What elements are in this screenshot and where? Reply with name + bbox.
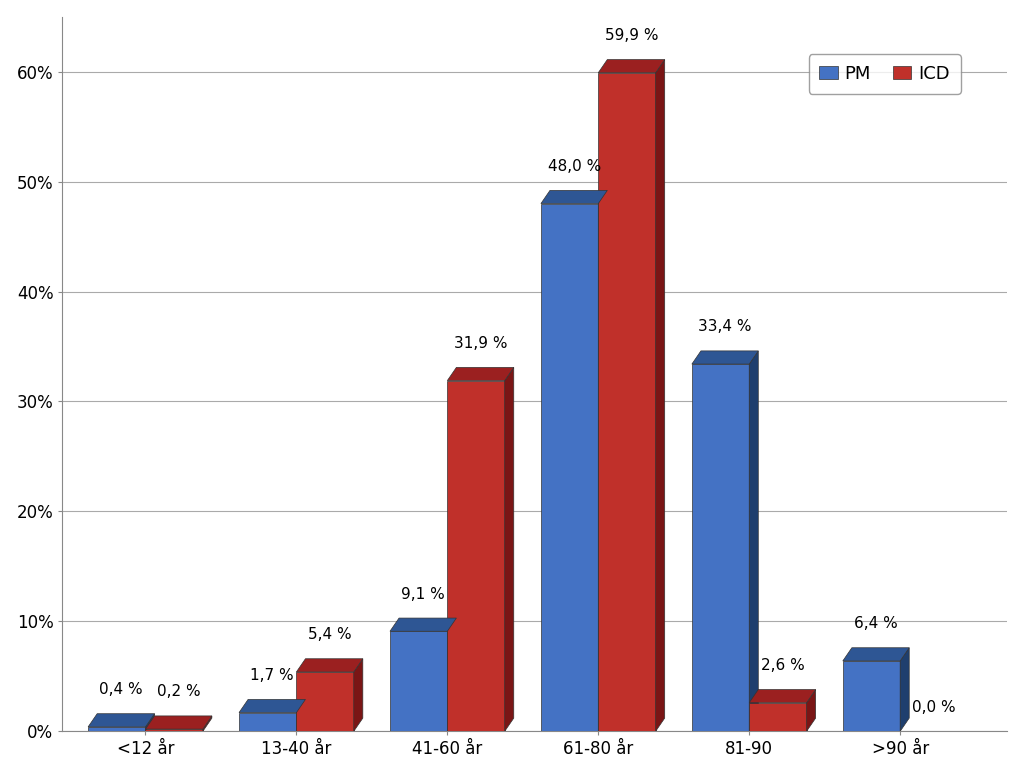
Text: 0,2 %: 0,2 % [157, 684, 201, 699]
Polygon shape [390, 618, 457, 632]
Bar [692, 364, 750, 732]
Text: 48,0 %: 48,0 % [548, 159, 601, 174]
Text: 0,4 %: 0,4 % [99, 682, 143, 698]
Polygon shape [807, 690, 816, 732]
Text: 33,4 %: 33,4 % [698, 319, 752, 334]
Bar [390, 632, 447, 732]
Polygon shape [145, 714, 155, 732]
Polygon shape [447, 618, 457, 732]
Text: 0,0 %: 0,0 % [911, 700, 955, 715]
Polygon shape [900, 648, 909, 732]
Polygon shape [598, 191, 607, 732]
Text: 2,6 %: 2,6 % [761, 658, 804, 673]
Bar [145, 729, 203, 732]
Bar [296, 672, 353, 732]
Bar [447, 381, 505, 732]
Text: 59,9 %: 59,9 % [605, 28, 658, 43]
Polygon shape [296, 699, 305, 732]
Bar [750, 703, 807, 732]
Bar [598, 73, 655, 732]
Polygon shape [692, 351, 759, 364]
Bar [843, 661, 900, 732]
Polygon shape [203, 716, 212, 732]
Bar [239, 713, 296, 732]
Text: 9,1 %: 9,1 % [401, 587, 445, 601]
Polygon shape [447, 367, 514, 381]
Text: 1,7 %: 1,7 % [251, 668, 294, 683]
Polygon shape [750, 690, 816, 703]
Polygon shape [88, 714, 155, 727]
Polygon shape [541, 191, 607, 204]
Polygon shape [750, 351, 759, 732]
Text: 31,9 %: 31,9 % [454, 336, 507, 351]
Polygon shape [296, 659, 362, 672]
Polygon shape [145, 716, 212, 729]
Polygon shape [843, 648, 909, 661]
Bar [541, 204, 598, 732]
Polygon shape [239, 699, 305, 713]
Text: 6,4 %: 6,4 % [854, 616, 898, 632]
Bar [88, 727, 145, 732]
Polygon shape [655, 60, 665, 732]
Text: 5,4 %: 5,4 % [308, 627, 351, 642]
Legend: PM, ICD: PM, ICD [809, 54, 961, 94]
Polygon shape [598, 60, 665, 73]
Polygon shape [353, 659, 362, 732]
Polygon shape [505, 367, 514, 732]
